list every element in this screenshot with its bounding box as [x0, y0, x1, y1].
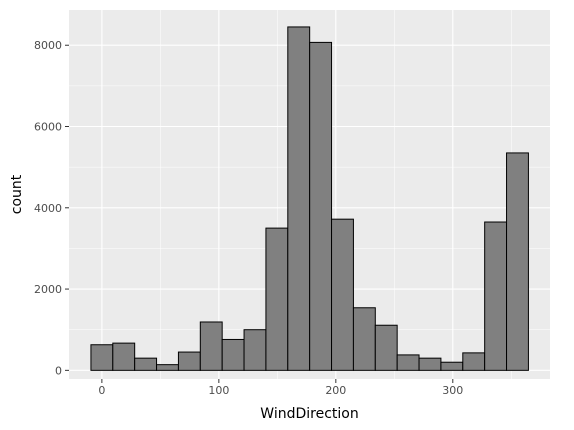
y-tick-label: 0	[55, 364, 62, 377]
x-axis-title: WindDirection	[260, 406, 358, 422]
y-tick-label: 2000	[34, 283, 62, 296]
histogram-bar	[462, 352, 486, 371]
histogram-bar	[418, 357, 442, 371]
x-tick-label: 300	[442, 384, 463, 397]
y-tick-label: 8000	[34, 39, 62, 52]
histogram-bar	[243, 329, 267, 371]
histogram-bar	[506, 152, 529, 371]
histogram-bar	[177, 351, 201, 371]
histogram-bars	[90, 26, 529, 371]
histogram-bar	[352, 307, 376, 371]
histogram-bar	[112, 342, 136, 371]
histogram-bar	[134, 357, 158, 371]
histogram-bar	[156, 364, 179, 371]
x-tick-label: 200	[325, 384, 346, 397]
y-axis-title: count	[9, 174, 25, 214]
x-axis-ticks: 0 100 200 300	[98, 379, 463, 397]
histogram-bar	[396, 354, 420, 371]
x-tick-label: 100	[208, 384, 229, 397]
histogram-bar	[221, 338, 245, 371]
histogram-bar	[265, 227, 289, 371]
histogram-bar	[90, 344, 114, 371]
histogram-bar	[331, 218, 354, 371]
y-tick-label: 6000	[34, 121, 62, 134]
y-axis-ticks: 0 2000 4000 6000 8000	[34, 39, 69, 377]
histogram-bar	[484, 221, 508, 371]
histogram-bar	[374, 324, 398, 371]
x-tick-label: 0	[98, 384, 105, 397]
histogram-bar	[440, 361, 464, 371]
y-tick-label: 4000	[34, 202, 62, 215]
histogram-bar	[199, 321, 223, 371]
histogram-bar	[309, 41, 333, 371]
histogram-bar	[287, 26, 311, 371]
